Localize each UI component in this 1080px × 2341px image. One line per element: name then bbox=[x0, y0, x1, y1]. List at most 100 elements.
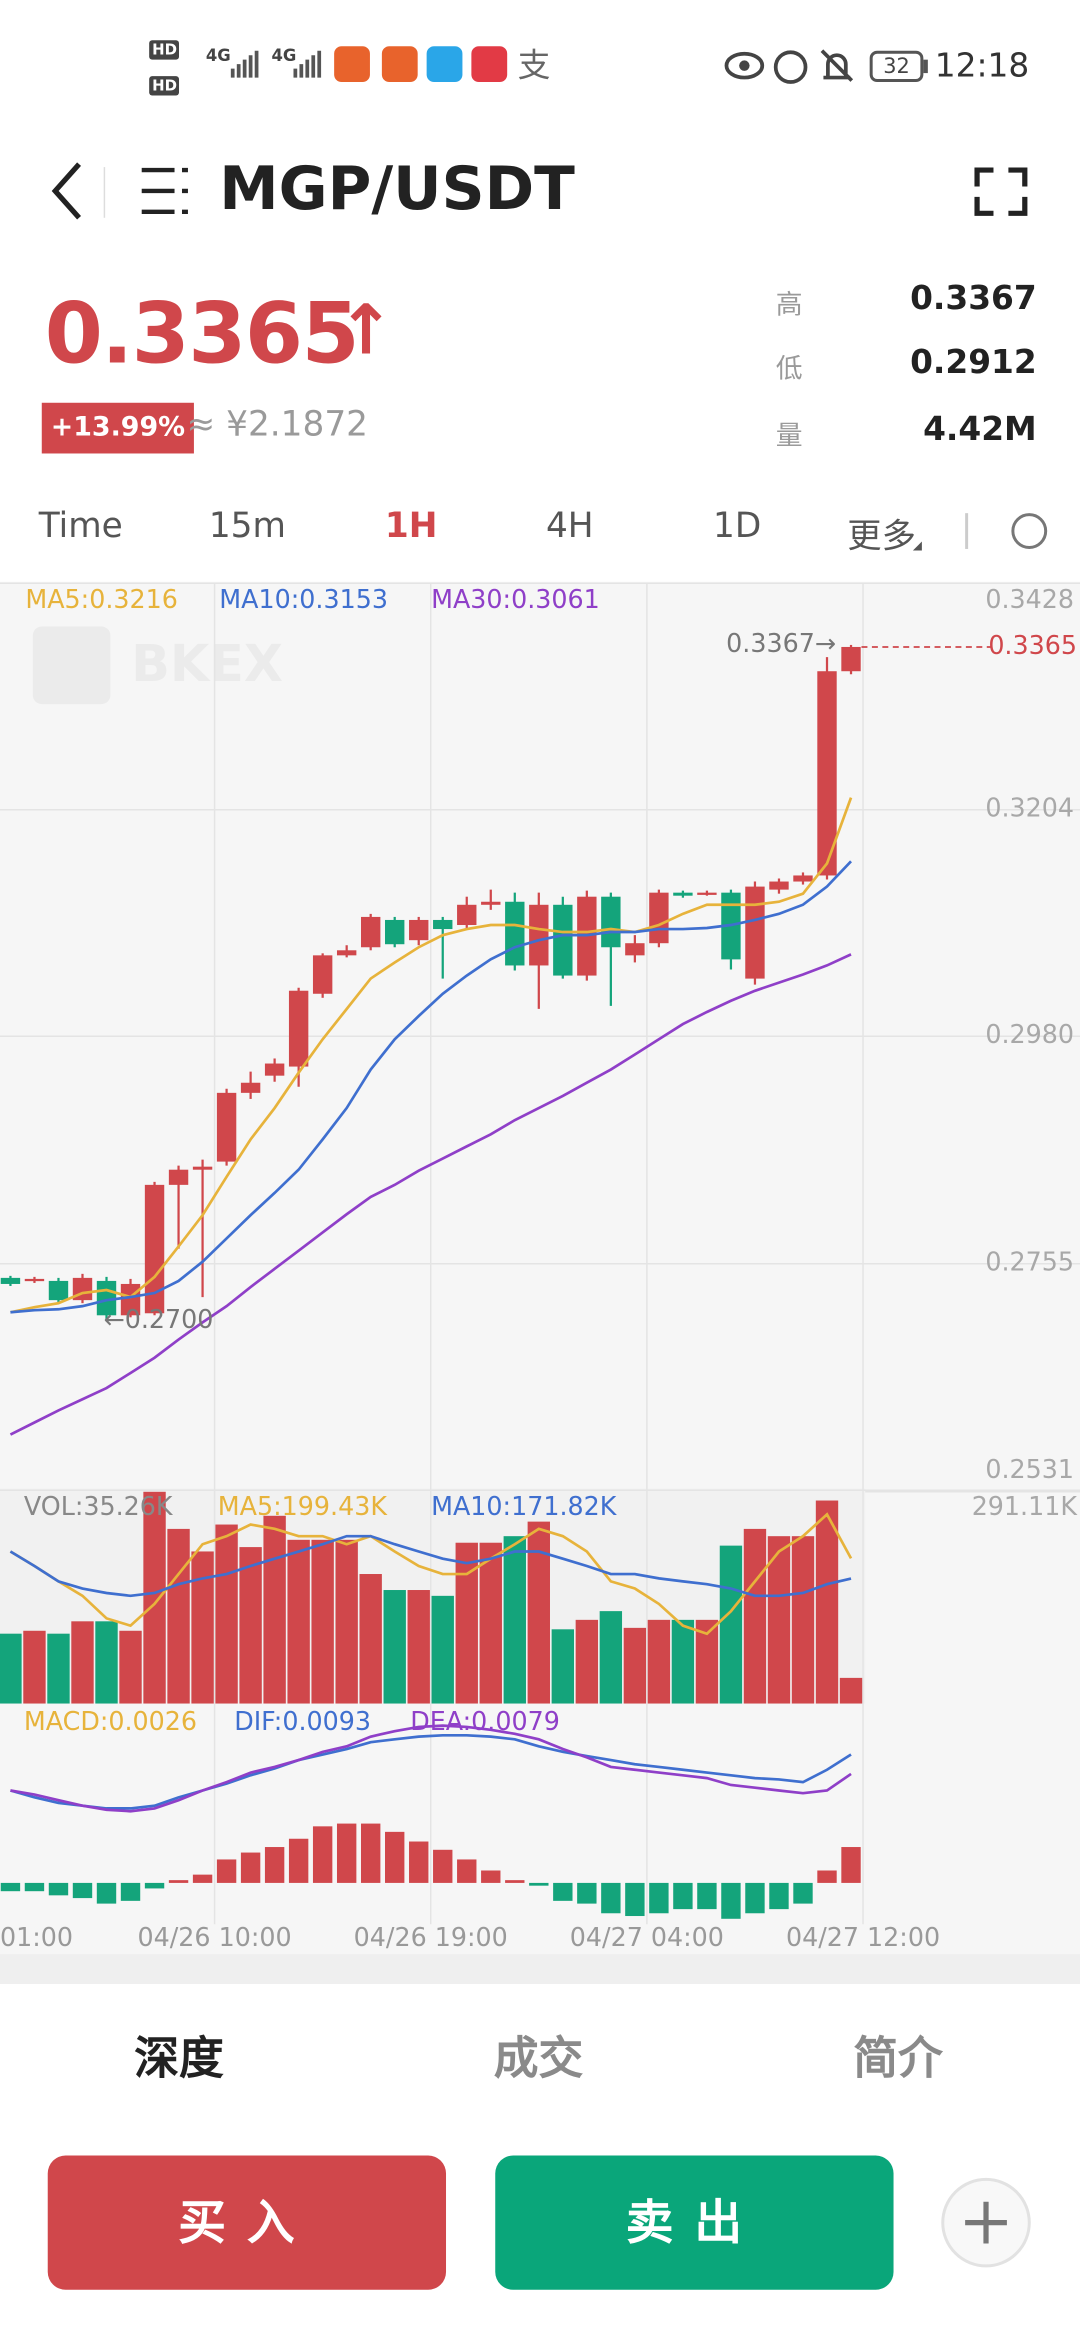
stat-label: 低 bbox=[775, 353, 803, 385]
buy-button[interactable]: 买入 bbox=[47, 2155, 447, 2290]
candle-body bbox=[216, 1092, 237, 1162]
interval-tab[interactable]: 4H bbox=[545, 507, 594, 546]
volume-bar bbox=[71, 1621, 94, 1704]
network-label: 4G bbox=[206, 46, 231, 65]
bottom-tab[interactable]: 成交 bbox=[493, 2033, 584, 2086]
macd-bar bbox=[649, 1882, 669, 1914]
volume-bar bbox=[215, 1524, 238, 1704]
legend-entry: MA10:0.3153 bbox=[219, 584, 388, 614]
x-tick-label: 04/27 04:00 bbox=[570, 1922, 724, 1952]
y-tick-label: 0.2755 bbox=[985, 1247, 1074, 1277]
eye-icon bbox=[724, 51, 765, 80]
volume-bar bbox=[119, 1630, 142, 1704]
volume-bar bbox=[191, 1551, 214, 1704]
candle-body bbox=[841, 646, 861, 672]
volume-bar bbox=[839, 1677, 863, 1704]
candle-body bbox=[529, 904, 549, 966]
bottom-tab[interactable]: 深度 bbox=[134, 2033, 224, 2086]
clock: 12:18 bbox=[935, 47, 1030, 85]
volume-bar bbox=[455, 1542, 478, 1704]
macd-bar bbox=[48, 1882, 69, 1896]
interval-tab[interactable]: 1H bbox=[384, 507, 438, 546]
sell-button[interactable]: 卖出 bbox=[495, 2155, 894, 2290]
hd-icon bbox=[149, 76, 180, 96]
volume-bar bbox=[263, 1515, 286, 1704]
candle-body bbox=[24, 1278, 45, 1282]
interval-tab[interactable]: Time bbox=[38, 507, 123, 546]
volume-bar bbox=[47, 1633, 70, 1704]
candle-body bbox=[745, 886, 765, 979]
candle-body bbox=[288, 990, 309, 1067]
volume-bar bbox=[383, 1590, 406, 1704]
candle-body bbox=[264, 1063, 285, 1076]
stat-value: 4.42M bbox=[923, 411, 1037, 450]
volume-bar bbox=[647, 1619, 671, 1704]
legend-entry: MA30:0.3061 bbox=[431, 584, 600, 614]
candle-body bbox=[817, 671, 837, 876]
last-price: 0.3365 bbox=[44, 286, 360, 384]
volume-bar bbox=[719, 1545, 743, 1704]
change-badge: +13.99% bbox=[41, 402, 195, 454]
cny-price: ≈ ¥2.1872 bbox=[186, 405, 369, 445]
volume-bar bbox=[479, 1542, 502, 1704]
macd-bar bbox=[433, 1849, 453, 1883]
price-arrow: ↑ bbox=[337, 289, 395, 370]
y-tick-label: 0.3204 bbox=[985, 793, 1074, 823]
mute-icon bbox=[820, 49, 854, 82]
app-icon bbox=[381, 46, 418, 83]
menu-button[interactable] bbox=[141, 167, 188, 215]
hd-label: HD bbox=[152, 41, 177, 59]
volume-bar bbox=[23, 1630, 46, 1704]
candle-body bbox=[48, 1280, 69, 1301]
volume-bar bbox=[599, 1611, 623, 1704]
volume-ma-line bbox=[9, 1512, 853, 1636]
macd-bar bbox=[96, 1882, 117, 1904]
indicator-settings[interactable] bbox=[1011, 513, 1048, 549]
app-icon bbox=[334, 46, 370, 83]
candle-body bbox=[673, 892, 693, 896]
candle-body bbox=[385, 919, 405, 945]
macd-bar bbox=[385, 1831, 405, 1883]
battery-icon bbox=[923, 59, 928, 74]
battery-level: 32 bbox=[883, 54, 910, 78]
interval-tab[interactable]: 15m bbox=[208, 507, 286, 546]
candle-body bbox=[553, 904, 573, 976]
chart-background bbox=[0, 581, 1080, 1955]
macd-bar bbox=[120, 1882, 141, 1901]
candle-body bbox=[192, 1166, 213, 1170]
volume-bar bbox=[743, 1528, 767, 1704]
interval-tab[interactable]: 更多 bbox=[847, 517, 916, 557]
legend-entry: MA5:0.3216 bbox=[25, 584, 178, 614]
interval-tab[interactable]: 1D bbox=[713, 507, 762, 546]
volume-label: VOL:35.26K bbox=[24, 1491, 174, 1521]
battery-icon bbox=[869, 50, 924, 83]
high-annotation: 0.3367→ bbox=[726, 628, 836, 658]
macd-bar bbox=[601, 1882, 621, 1914]
volume-bar bbox=[239, 1547, 262, 1704]
x-tick-label: 04/27 12:00 bbox=[786, 1922, 940, 1952]
bottom-tab[interactable]: 简介 bbox=[853, 2033, 943, 2086]
volume-bar bbox=[671, 1619, 695, 1704]
ma-line bbox=[9, 953, 852, 1436]
y-tick-label: 0.3428 bbox=[985, 584, 1074, 614]
eye-icon bbox=[739, 60, 750, 71]
alarm-icon bbox=[773, 50, 808, 84]
back-button[interactable] bbox=[51, 162, 82, 220]
candle-body bbox=[481, 901, 501, 905]
macd-bar bbox=[505, 1880, 525, 1883]
fullscreen-button[interactable] bbox=[974, 167, 1028, 216]
macd-bar bbox=[481, 1870, 501, 1883]
volume-bar bbox=[287, 1539, 310, 1704]
macd-bar bbox=[168, 1880, 189, 1883]
candle-body bbox=[409, 919, 429, 941]
legend-entry: DEA:0.0079 bbox=[410, 1706, 560, 1736]
app-icon bbox=[426, 46, 463, 83]
candle-body bbox=[168, 1169, 189, 1185]
macd-bar bbox=[336, 1823, 357, 1883]
macd-label: MACD:0.0026 bbox=[24, 1706, 197, 1736]
macd-bar bbox=[264, 1847, 285, 1883]
volume-bar bbox=[767, 1536, 791, 1704]
hd-label: HD bbox=[152, 77, 177, 95]
